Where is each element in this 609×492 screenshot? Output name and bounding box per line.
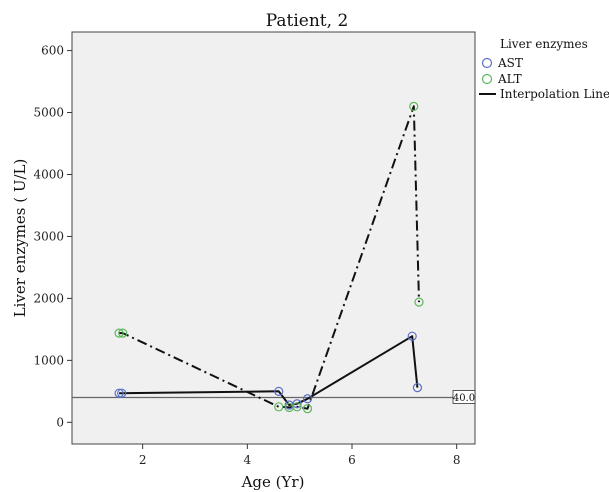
x-axis-label: Age (Yr) bbox=[241, 473, 305, 491]
y-axis-label: Liver enzymes ( U/L) bbox=[11, 159, 29, 318]
legend: Liver enzymes AST ALT Interpolation Line bbox=[479, 37, 609, 101]
y-tick-label: 4000 bbox=[33, 167, 64, 181]
reference-line-group: 40.0 bbox=[72, 390, 476, 404]
data-point-alt bbox=[302, 404, 313, 414]
legend-ast-label: AST bbox=[497, 56, 523, 70]
series-points bbox=[114, 101, 424, 414]
y-tick-label: 5000 bbox=[33, 106, 64, 120]
y-tick-label: 1000 bbox=[33, 353, 64, 367]
x-axis: 2 4 6 8 bbox=[139, 444, 461, 467]
reference-line-label-box bbox=[452, 390, 476, 404]
legend-alt-marker bbox=[481, 73, 493, 85]
data-point-alt bbox=[118, 328, 128, 338]
reference-line-label: 40.0 bbox=[453, 393, 475, 404]
legend-title: Liver enzymes bbox=[500, 37, 588, 51]
data-point-ast bbox=[292, 399, 302, 409]
data-point-alt bbox=[274, 402, 284, 412]
data-point-alt bbox=[414, 297, 424, 307]
x-tick-label: 8 bbox=[453, 453, 461, 467]
y-tick-label: 3000 bbox=[33, 229, 64, 243]
legend-ast-marker bbox=[481, 57, 493, 69]
x-tick-label: 4 bbox=[244, 453, 252, 467]
data-point-alt bbox=[114, 328, 124, 338]
y-tick-label: 2000 bbox=[33, 291, 64, 305]
data-point-ast bbox=[274, 386, 284, 396]
data-point-ast bbox=[412, 383, 423, 393]
data-point-alt bbox=[292, 402, 302, 412]
data-point-ast bbox=[407, 331, 417, 341]
data-point-ast bbox=[114, 388, 124, 398]
legend-interpolation-line-label: Interpolation Line bbox=[500, 87, 609, 101]
x-tick-label: 6 bbox=[348, 453, 356, 467]
y-tick-label: 0 bbox=[56, 415, 64, 429]
chart-title: Patient, 2 bbox=[266, 11, 349, 31]
y-axis: 0 1000 2000 3000 4000 5000 600 bbox=[33, 44, 72, 429]
plot-area bbox=[71, 31, 476, 445]
y-tick-label: 600 bbox=[41, 44, 64, 58]
data-point-alt bbox=[409, 101, 419, 111]
x-tick-label: 2 bbox=[139, 453, 147, 467]
data-point-ast bbox=[117, 388, 127, 398]
data-point-ast bbox=[302, 394, 313, 404]
legend-alt-label: ALT bbox=[497, 72, 522, 86]
